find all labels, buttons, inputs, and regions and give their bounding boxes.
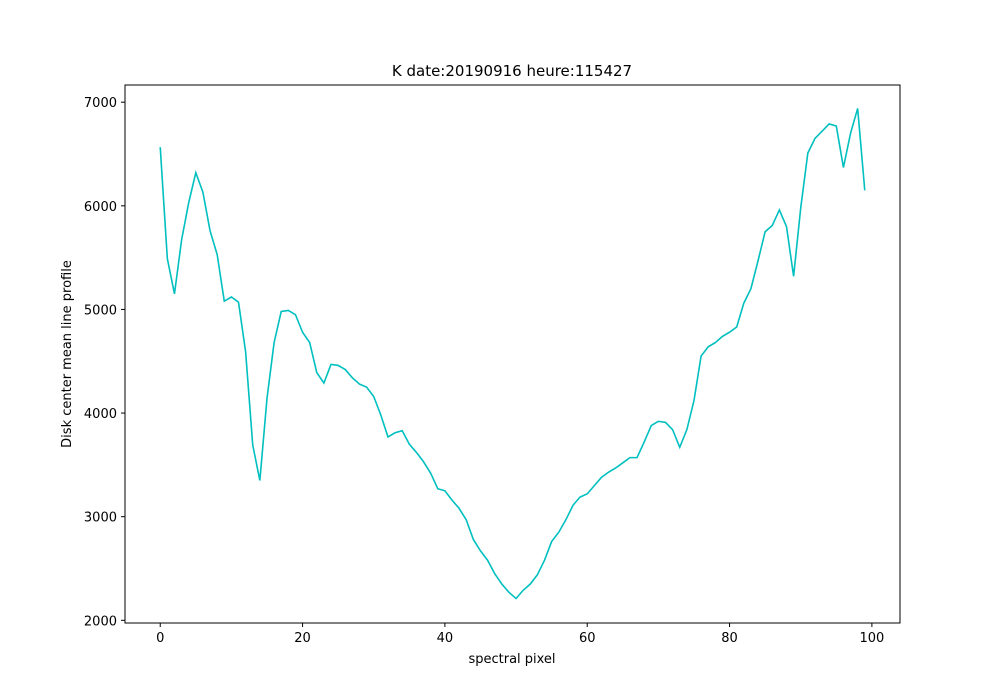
y-axis-label: Disk center mean line profile xyxy=(60,260,75,448)
x-tick-label: 60 xyxy=(579,631,596,646)
x-tick-label: 80 xyxy=(721,631,738,646)
y-tick-label: 6000 xyxy=(84,200,117,215)
chart-title: K date:20190916 heure:115427 xyxy=(392,62,632,80)
y-tick-label: 5000 xyxy=(84,303,117,318)
plot-frame xyxy=(124,84,901,624)
x-tick-label: 0 xyxy=(156,631,164,646)
y-tick-label: 3000 xyxy=(84,511,117,526)
x-tick-label: 40 xyxy=(437,631,454,646)
line-series xyxy=(159,108,866,600)
y-tick-label: 7000 xyxy=(84,96,117,111)
y-tick-label: 2000 xyxy=(84,614,117,629)
y-tick-label: 4000 xyxy=(84,407,117,422)
x-axis-label: spectral pixel xyxy=(468,652,555,667)
x-tick-label: 100 xyxy=(859,631,884,646)
x-tick-label: 20 xyxy=(294,631,311,646)
